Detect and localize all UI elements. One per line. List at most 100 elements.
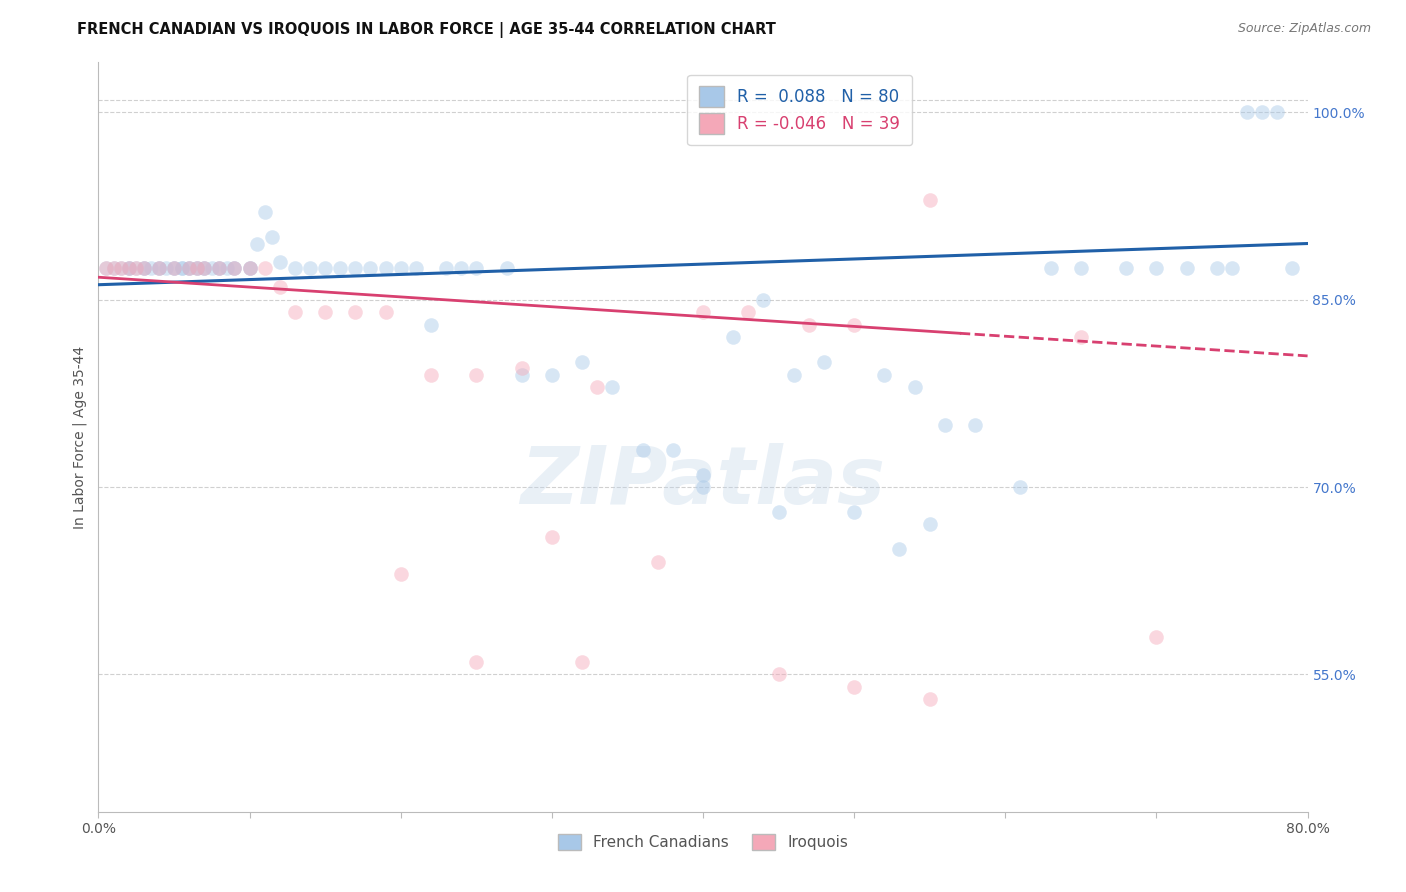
Point [262,230,284,244]
Point [465,261,488,276]
Point [1206,261,1229,276]
Point [768,505,790,519]
Point [239,261,262,276]
Point [1281,261,1303,276]
Point [179,261,201,276]
Point [374,261,396,276]
Point [602,380,624,394]
Point [1251,105,1274,120]
Point [110,261,132,276]
Point [1236,105,1258,120]
Point [132,261,155,276]
Point [103,261,125,276]
Point [465,655,488,669]
Point [179,261,201,276]
Point [193,261,215,276]
Point [224,261,246,276]
Point [269,255,291,269]
Point [692,480,714,494]
Point [1144,261,1167,276]
Point [918,692,941,706]
Point [692,467,714,482]
Point [179,261,201,276]
Point [269,280,291,294]
Text: ZIPatlas: ZIPatlas [520,443,886,521]
Point [148,261,170,276]
Point [132,261,155,276]
Point [1010,480,1032,494]
Point [103,261,125,276]
Point [374,305,396,319]
Point [540,368,562,382]
Point [1175,261,1198,276]
Point [360,261,382,276]
Point [1267,105,1289,120]
Point [768,667,790,681]
Point [170,261,193,276]
Point [110,261,132,276]
Point [284,305,307,319]
Point [844,680,866,694]
Point [193,261,215,276]
Point [125,261,148,276]
Point [193,261,215,276]
Point [1220,261,1243,276]
Text: Source: ZipAtlas.com: Source: ZipAtlas.com [1237,22,1371,36]
Point [141,261,163,276]
Point [239,261,262,276]
Point [737,305,759,319]
Point [215,261,238,276]
Point [510,361,533,376]
Point [163,261,186,276]
Point [586,380,609,394]
Point [1144,630,1167,644]
Legend: French Canadians, Iroquois: French Canadians, Iroquois [553,828,853,856]
Point [253,205,276,219]
Point [631,442,654,457]
Point [389,567,412,582]
Point [1115,261,1137,276]
Point [186,261,208,276]
Point [510,368,533,382]
Point [889,542,911,557]
Point [201,261,224,276]
Point [118,261,141,276]
Point [299,261,322,276]
Text: FRENCH CANADIAN VS IROQUOIS IN LABOR FORCE | AGE 35-44 CORRELATION CHART: FRENCH CANADIAN VS IROQUOIS IN LABOR FOR… [77,22,776,38]
Point [783,368,806,382]
Point [465,368,488,382]
Point [1039,261,1062,276]
Point [170,261,193,276]
Point [661,442,683,457]
Point [647,555,669,569]
Point [148,261,170,276]
Point [208,261,231,276]
Point [918,517,941,532]
Point [148,261,170,276]
Point [692,305,714,319]
Point [420,368,443,382]
Point [314,261,336,276]
Point [208,261,231,276]
Point [1070,261,1092,276]
Point [540,530,562,544]
Point [405,261,427,276]
Point [389,261,412,276]
Point [450,261,472,276]
Point [118,261,141,276]
Point [239,261,262,276]
Point [844,318,866,332]
Point [797,318,820,332]
Point [873,368,896,382]
Point [94,261,117,276]
Point [224,261,246,276]
Point [723,330,745,344]
Point [163,261,186,276]
Point [344,261,367,276]
Point [155,261,177,276]
Point [918,193,941,207]
Point [844,505,866,519]
Point [434,261,457,276]
Point [571,655,593,669]
Point [1070,330,1092,344]
